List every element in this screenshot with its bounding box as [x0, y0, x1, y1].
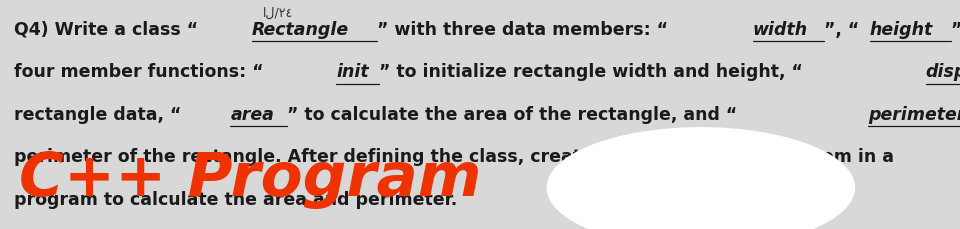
Text: ” to initialize rectangle width and height, “: ” to initialize rectangle width and heig… [378, 63, 803, 81]
Text: perimeter of the rectangle. After defining the class, create two objects and use: perimeter of the rectangle. After defini… [14, 148, 895, 166]
Text: program to calculate the area and perimeter.: program to calculate the area and perime… [14, 190, 458, 208]
Text: height: height [870, 21, 933, 38]
Text: Q4) Write a class “: Q4) Write a class “ [14, 21, 199, 38]
Text: display: display [925, 63, 960, 81]
Text: width: width [753, 21, 808, 38]
Text: ” with three data members: “: ” with three data members: “ [377, 21, 668, 38]
Text: init: init [337, 63, 370, 81]
Text: ” to calculate the area of the rectangle, and “: ” to calculate the area of the rectangle… [287, 105, 737, 123]
Text: area: area [230, 105, 275, 123]
Text: ”, “: ”, “ [824, 21, 859, 38]
Text: C++ Program: C++ Program [19, 150, 482, 208]
Text: perimeter: perimeter [868, 105, 960, 123]
Text: ال/٢٤: ال/٢٤ [263, 7, 294, 20]
Text: rectangle data, “: rectangle data, “ [14, 105, 181, 123]
Text: Rectangle: Rectangle [252, 21, 349, 38]
Ellipse shape [547, 128, 854, 229]
Text: four member functions: “: four member functions: “ [14, 63, 264, 81]
Text: ” and “: ” and “ [951, 21, 960, 38]
